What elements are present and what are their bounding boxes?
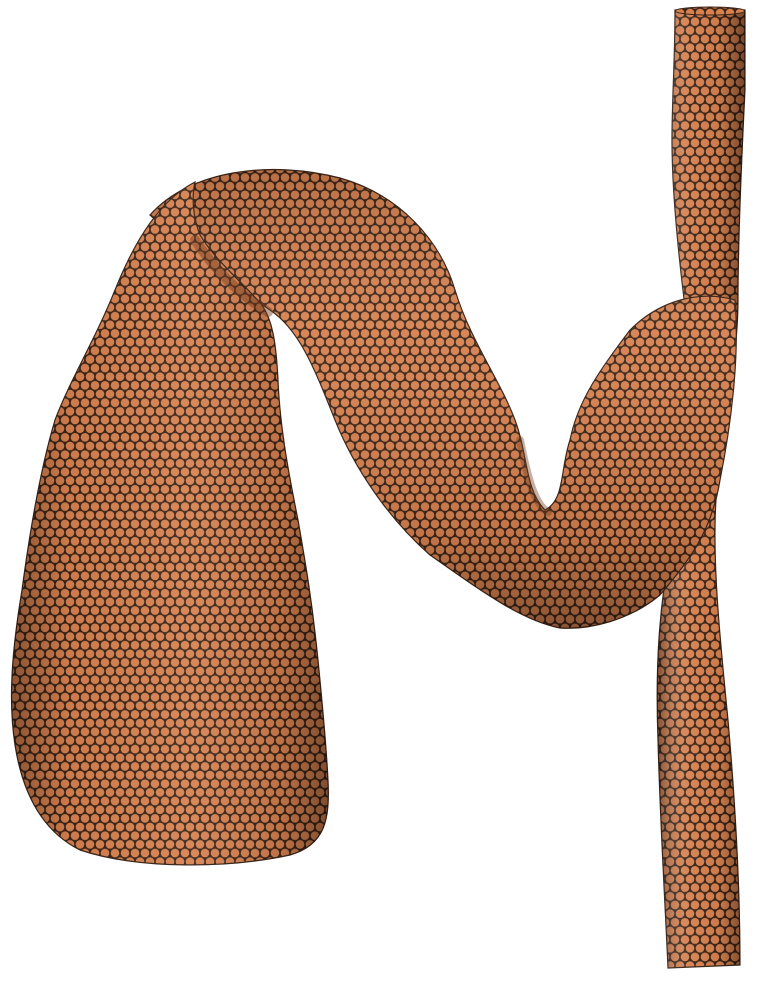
vessel-chamber-left bbox=[10, 180, 329, 866]
crease-shadow bbox=[190, 235, 273, 317]
vessel-bend bbox=[149, 168, 737, 629]
inner-bend-shadow bbox=[516, 436, 552, 516]
